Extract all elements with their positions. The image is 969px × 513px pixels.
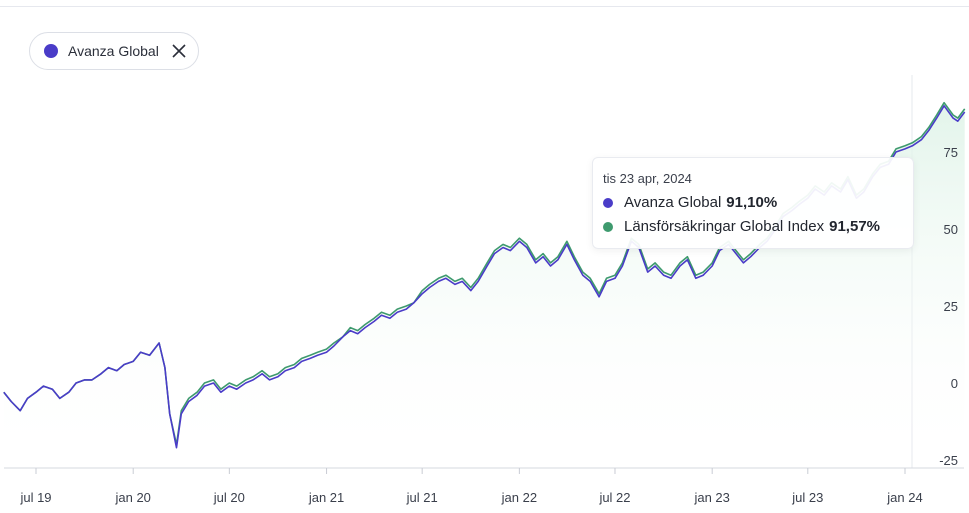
chart-tooltip: tis 23 apr, 2024 Avanza Global 91,10% Lä…	[592, 157, 914, 249]
legend-chip-label: Avanza Global	[68, 43, 159, 59]
x-tick-label: jul 21	[406, 490, 438, 505]
y-tick-label: -25	[939, 453, 958, 468]
x-tick-label: jan 24	[886, 490, 922, 505]
top-divider	[0, 6, 969, 7]
y-tick-label: 75	[944, 145, 958, 160]
x-tick-label: jan 22	[501, 490, 537, 505]
tooltip-series-value: 91,10%	[726, 194, 778, 211]
x-tick-label: jan 20	[114, 490, 150, 505]
legend-chip-avanza-global[interactable]: Avanza Global	[29, 32, 199, 70]
tooltip-series-dot	[603, 221, 613, 232]
tooltip-date: tis 23 apr, 2024	[603, 171, 692, 186]
tooltip-series-name: Avanza Global	[624, 194, 722, 211]
y-tick-label: 50	[944, 222, 958, 237]
x-tick-label: jan 23	[693, 490, 729, 505]
series-area-lansforsakringar	[3, 102, 965, 468]
x-tick-label: jul 19	[19, 490, 51, 505]
y-tick-label: 25	[944, 299, 958, 314]
tooltip-row-lansforsakringar: Länsförsäkringar Global Index 91,57%	[603, 218, 903, 235]
x-tick-label: jan 21	[308, 490, 344, 505]
tooltip-series-dot	[603, 197, 613, 208]
tooltip-series-value: 91,57%	[829, 218, 880, 235]
series-color-dot	[44, 44, 58, 58]
x-tick-label: jul 22	[598, 490, 630, 505]
close-icon[interactable]	[171, 43, 187, 59]
tooltip-row-avanza: Avanza Global 91,10%	[603, 194, 903, 211]
y-tick-label: 0	[951, 376, 958, 391]
tooltip-series-name: Länsförsäkringar Global Index	[624, 218, 825, 235]
x-tick-label: jul 20	[213, 490, 245, 505]
x-tick-label: jul 23	[791, 490, 823, 505]
